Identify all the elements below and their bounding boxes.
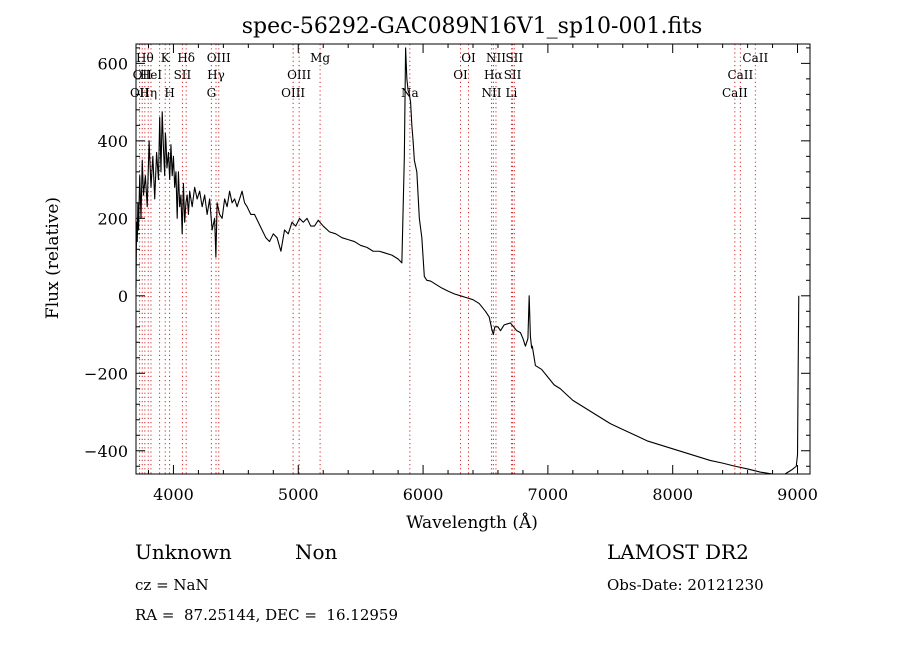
line-label: Hα [484,68,503,82]
line-label: OIII [281,86,305,100]
obs-date-label: Obs-Date: 20121230 [607,576,764,594]
x-tick-label: 5000 [278,485,319,504]
line-label: SII [504,68,522,82]
line-label: Mg [310,51,330,65]
y-tick-label: 600 [97,54,128,73]
line-label: Hγ [207,68,225,82]
y-tick-label: 0 [118,287,128,306]
y-tick-label: −400 [84,442,128,461]
line-label: NII [481,86,501,100]
line-label: OI [453,68,468,82]
line-label: Hδ [177,51,195,65]
spectral-line-markers [139,44,756,474]
x-axis-label: Wavelength (Å) [406,512,538,533]
line-label: Li [506,86,518,100]
line-label: CaII [727,68,753,82]
x-tick-label: 7000 [528,485,569,504]
line-label: H [164,86,174,100]
line-label: G [207,86,217,100]
redshift-label: cz = NaN [135,576,209,594]
line-label: HeI [140,68,163,82]
line-label: OI [461,51,476,65]
y-tick-label: −200 [84,364,128,383]
line-label: CaII [742,51,768,65]
line-label: Hθ [136,51,154,65]
chart-title: spec-56292-GAC089N16V1_sp10-001.fits [242,14,703,39]
line-label: OII [130,86,150,100]
line-label: SII [174,68,192,82]
line-label: CaII [722,86,748,100]
coordinates-label: RA = 87.25144, DEC = 16.12959 [135,606,398,624]
line-label: Hη [139,86,157,100]
y-axis-ticks: −400 −200 0 200 400 600 [84,47,810,467]
survey-label: LAMOST DR2 [607,540,749,564]
x-tick-label: 8000 [652,485,693,504]
y-axis-label: Flux (relative) [43,197,63,319]
plot-frame [135,43,811,475]
line-label: NII [486,51,506,65]
y-tick-label: 200 [97,209,128,228]
x-tick-label: 6000 [403,485,444,504]
y-tick-label: 400 [97,132,128,151]
class-label: Unknown [135,540,232,564]
subclass-label: Non [295,540,338,564]
line-label: OIII [287,68,311,82]
x-tick-label: 9000 [777,485,818,504]
line-label: OIII [207,51,231,65]
line-label: K [161,51,171,65]
x-axis-ticks: 4000 5000 6000 7000 8000 9000 [147,44,818,504]
x-tick-label: 4000 [153,485,194,504]
spectrum-series-line [135,47,800,475]
line-label: SII [505,51,523,65]
